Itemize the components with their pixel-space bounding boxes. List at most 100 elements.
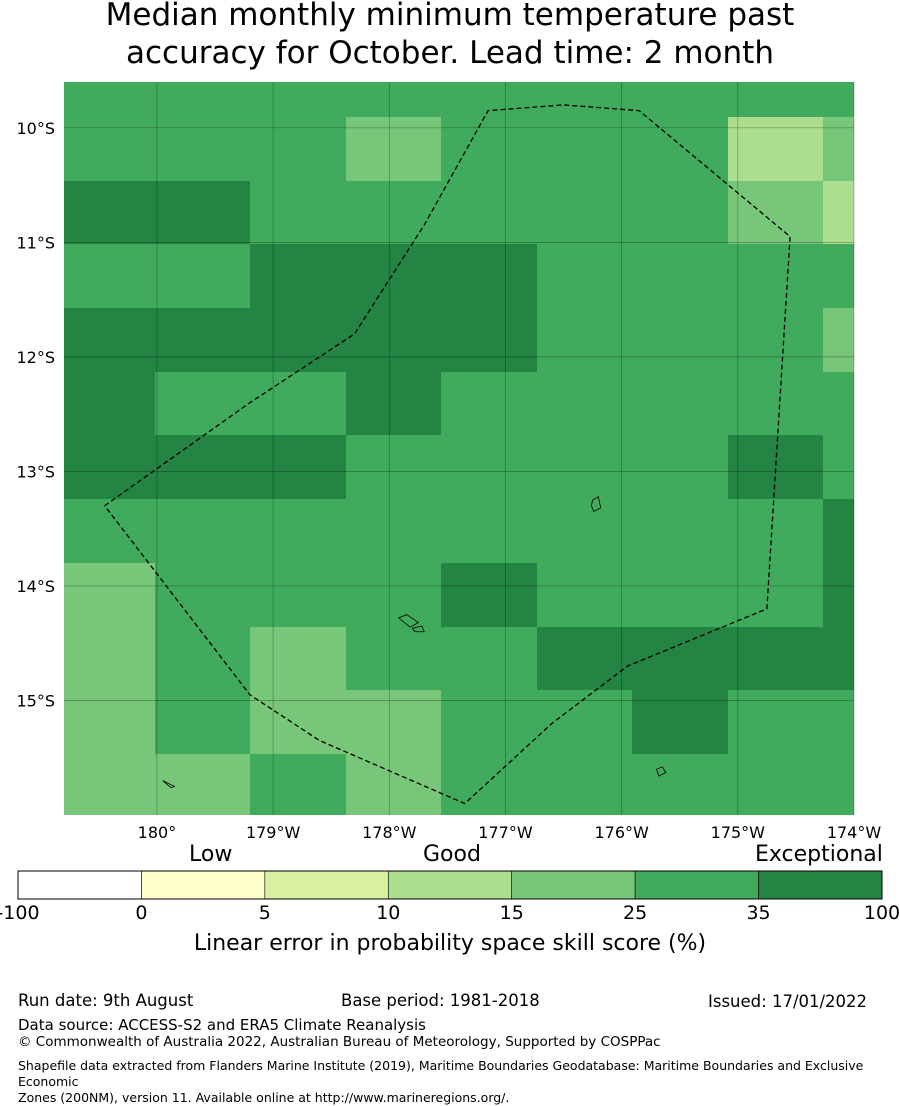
grid-cell: [441, 690, 537, 754]
grid-cell: [823, 563, 854, 627]
colorbar-segment: [511, 870, 636, 900]
grid-cell: [632, 117, 728, 181]
latitude-tick-label: 14°S: [16, 577, 55, 596]
grid-cell: [346, 181, 441, 244]
issued-date: Issued: 17/01/2022: [708, 992, 868, 1011]
grid-cell: [537, 117, 632, 181]
grid-cell: [632, 82, 728, 117]
grid-cell: [346, 117, 441, 181]
grid-cell: [537, 181, 632, 244]
grid-cell: [441, 435, 537, 499]
grid-cell: [64, 181, 155, 244]
grid-cell: [346, 690, 441, 754]
title-line-2: accuracy for October. Lead time: 2 month: [126, 35, 774, 71]
island-b: [397, 614, 420, 628]
grid-cell: [537, 499, 632, 563]
colorbar-tick-label: 100: [863, 902, 900, 924]
latitude-tick-label: 11°S: [16, 233, 55, 252]
grid-cell: [728, 563, 823, 627]
grid-cell: [632, 181, 728, 244]
grid-cell: [632, 435, 728, 499]
shapefile-credit-line-1: Shapefile data extracted from Flanders M…: [18, 1058, 864, 1089]
grid-cell: [823, 435, 854, 499]
grid-cell: [728, 435, 823, 499]
run-date: Run date: 9th August: [18, 991, 194, 1010]
grid-cell: [537, 82, 632, 117]
longitude-tick-label: 180°: [138, 823, 177, 842]
grid-cell: [823, 372, 854, 435]
grid-cell: [250, 308, 346, 372]
grid-cell: [537, 690, 632, 754]
map-title: Median monthly minimum temperature past …: [0, 0, 900, 72]
grid-cell: [728, 372, 823, 435]
grid-cell: [250, 499, 346, 563]
latitude-tick-label: 10°S: [16, 119, 55, 138]
longitude-tick-label: 175°W: [711, 823, 766, 842]
grid-cell: [250, 117, 346, 181]
colorbar-segment: [634, 870, 759, 900]
grid-cell: [346, 499, 441, 563]
grid-cell: [823, 627, 854, 690]
colorbar-tick-label: 0: [135, 902, 148, 924]
colorbar-segment: [758, 870, 883, 900]
grid-cell: [823, 754, 854, 815]
grid-cell: [537, 627, 632, 690]
grid-cell: [441, 181, 537, 244]
base-period: Base period: 1981-2018: [341, 991, 540, 1010]
grid-cell: [632, 499, 728, 563]
grid-cell: [632, 308, 728, 372]
grid-cell: [441, 563, 537, 627]
grid-cell: [64, 690, 155, 754]
grid-cell: [632, 563, 728, 627]
colorbar-tick-label: 35: [746, 902, 771, 924]
copyright: © Commonwealth of Australia 2022, Austra…: [18, 1034, 661, 1050]
grid-cell: [155, 754, 250, 815]
grid-cell: [64, 627, 155, 690]
grid-cell: [441, 499, 537, 563]
grid-cell: [728, 754, 823, 815]
latitude-tick-label: 13°S: [16, 462, 55, 481]
grid-cell: [441, 82, 537, 117]
colorbar-segment: [141, 870, 266, 900]
grid-cell: [64, 372, 155, 435]
latitude-tick-label: 12°S: [16, 348, 55, 367]
shapefile-credit-line-2: Zones (200NM), version 11. Available onl…: [18, 1090, 510, 1105]
grid-cell: [441, 117, 537, 181]
grid-cell: [64, 754, 155, 815]
grid-cell: [64, 499, 155, 563]
grid-cell: [155, 435, 250, 499]
grid-cell: [155, 563, 250, 627]
grid-cell: [155, 627, 250, 690]
grid-cell: [155, 244, 250, 308]
grid-cell: [728, 690, 823, 754]
grid-cell: [823, 244, 854, 308]
grid-cell: [250, 627, 346, 690]
colorbar-tick-label: 25: [623, 902, 648, 924]
grid-cell: [346, 563, 441, 627]
grid-cell: [537, 435, 632, 499]
grid-cell: [64, 244, 155, 308]
colorbar-axis-label: Linear error in probability space skill …: [193, 931, 707, 956]
grid-cell: [64, 117, 155, 181]
grid-cell: [537, 563, 632, 627]
longitude-tick-label: 177°W: [478, 823, 533, 842]
longitude-tick-label: 178°W: [362, 823, 417, 842]
grid-cell: [823, 499, 854, 563]
grid-cell: [823, 82, 854, 117]
colorbar-tick-label: 15: [499, 902, 524, 924]
grid-cell: [728, 117, 823, 181]
longitude-tick-label: 174°W: [827, 823, 882, 842]
grid-cell: [441, 308, 537, 372]
island-a: [591, 495, 602, 513]
grid-cell: [155, 308, 250, 372]
grid-cell: [346, 82, 441, 117]
grid-cell: [728, 308, 823, 372]
grid-cell: [632, 627, 728, 690]
grid-cell: [346, 435, 441, 499]
colorbar-segment: [17, 870, 142, 900]
grid-cell: [441, 372, 537, 435]
grid-cell: [64, 435, 155, 499]
grid-cell: [441, 627, 537, 690]
grid-cell: [346, 372, 441, 435]
grid-cell: [250, 563, 346, 627]
